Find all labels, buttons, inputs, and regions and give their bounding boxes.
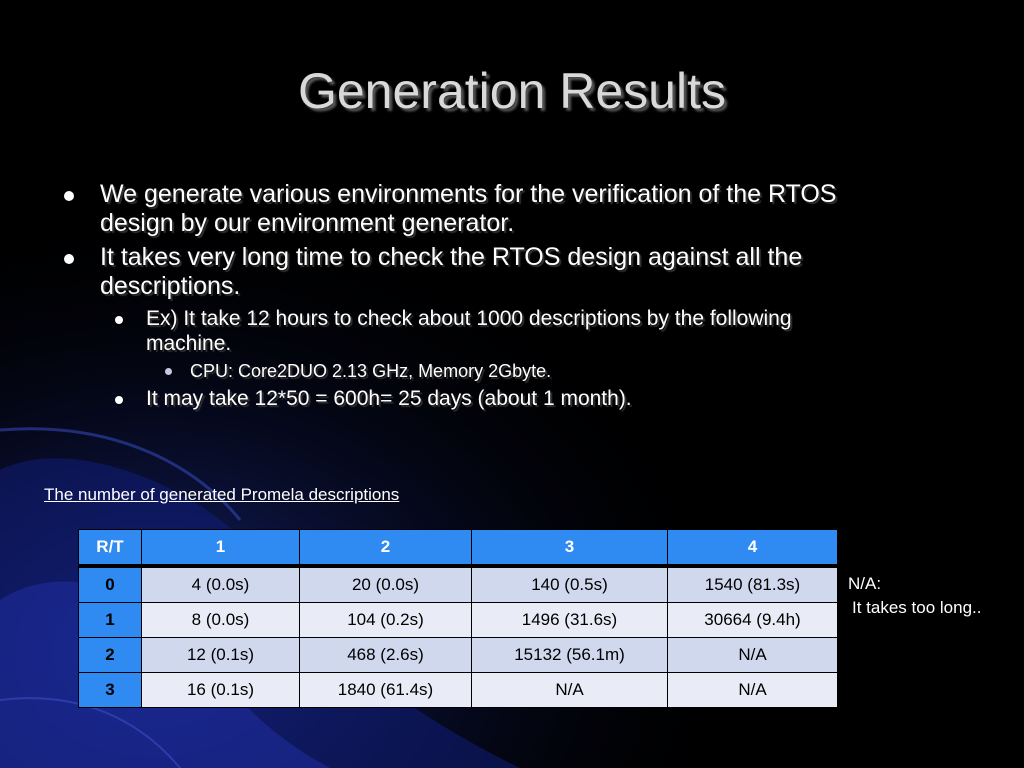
bullet-list: We generate various environments for the… bbox=[60, 180, 880, 414]
column-header: 4 bbox=[667, 529, 838, 568]
sub-bullet-text: It may take 12*50 = 600h= 25 days (about… bbox=[146, 387, 632, 410]
table-row: 0 4 (0.0s) 20 (0.0s) 140 (0.5s) 1540 (81… bbox=[78, 565, 838, 603]
row-header: 0 bbox=[78, 565, 142, 603]
na-note-text: It takes too long.. bbox=[852, 598, 982, 617]
sub-bullet-item: It may take 12*50 = 600h= 25 days (about… bbox=[60, 386, 880, 411]
bullet-text: It takes very long time to check the RTO… bbox=[100, 243, 803, 300]
table-row: 2 12 (0.1s) 468 (2.6s) 15132 (56.1m) N/A bbox=[78, 637, 838, 673]
column-header: 3 bbox=[471, 529, 668, 568]
table-cell: 104 (0.2s) bbox=[299, 602, 472, 638]
table-cell: 20 (0.0s) bbox=[299, 565, 472, 603]
table-cell: 4 (0.0s) bbox=[141, 565, 300, 603]
na-note-label: N/A: bbox=[848, 574, 882, 593]
table-cell: 30664 (9.4h) bbox=[667, 602, 838, 638]
table-row: 1 8 (0.0s) 104 (0.2s) 1496 (31.6s) 30664… bbox=[78, 602, 838, 638]
row-header: 1 bbox=[78, 602, 142, 638]
table-cell: 15132 (56.1m) bbox=[471, 637, 668, 673]
bullet-text: We generate various environments for the… bbox=[100, 180, 837, 237]
table-cell: N/A bbox=[667, 637, 838, 673]
na-note: N/A: It takes too long.. bbox=[848, 572, 1018, 620]
column-header: 2 bbox=[299, 529, 472, 568]
table-cell: 468 (2.6s) bbox=[299, 637, 472, 673]
sub-bullet-item: Ex) It take 12 hours to check about 1000… bbox=[60, 306, 880, 356]
row-header: 3 bbox=[78, 672, 142, 708]
table-row: 3 16 (0.1s) 1840 (61.4s) N/A N/A bbox=[78, 672, 838, 708]
table-cell: 140 (0.5s) bbox=[471, 565, 668, 603]
table-cell: N/A bbox=[667, 672, 838, 708]
table-cell: 16 (0.1s) bbox=[141, 672, 300, 708]
bullet-dot-icon bbox=[115, 316, 123, 324]
sub-bullet-text: Ex) It take 12 hours to check about 1000… bbox=[146, 307, 792, 355]
slide-title: Generation Results bbox=[297, 63, 726, 119]
bullet-item: It takes very long time to check the RTO… bbox=[60, 243, 880, 301]
table-cell: 1496 (31.6s) bbox=[471, 602, 668, 638]
bullet-dot-icon bbox=[64, 191, 74, 201]
bullet-dot-icon bbox=[64, 254, 74, 264]
table-cell: 1840 (61.4s) bbox=[299, 672, 472, 708]
results-table: R/T 1 2 3 4 0 4 (0.0s) 20 (0.0s) 140 (0.… bbox=[78, 529, 838, 708]
column-header: 1 bbox=[141, 529, 300, 568]
bullet-dot-icon bbox=[115, 396, 123, 404]
table-cell: N/A bbox=[471, 672, 668, 708]
row-header: 2 bbox=[78, 637, 142, 673]
table-caption: The number of generated Promela descript… bbox=[44, 485, 400, 504]
sub-sub-bullet-item: CPU: Core2DUO 2.13 GHz, Memory 2Gbyte. bbox=[60, 359, 880, 384]
sub-sub-bullet-text: CPU: Core2DUO 2.13 GHz, Memory 2Gbyte. bbox=[190, 361, 552, 381]
bullet-dot-icon bbox=[165, 368, 172, 375]
bullet-item: We generate various environments for the… bbox=[60, 180, 880, 238]
table-cell: 8 (0.0s) bbox=[141, 602, 300, 638]
column-header: R/T bbox=[78, 529, 142, 568]
table-cell: 1540 (81.3s) bbox=[667, 565, 838, 603]
table-header-row: R/T 1 2 3 4 bbox=[78, 529, 838, 568]
table-cell: 12 (0.1s) bbox=[141, 637, 300, 673]
